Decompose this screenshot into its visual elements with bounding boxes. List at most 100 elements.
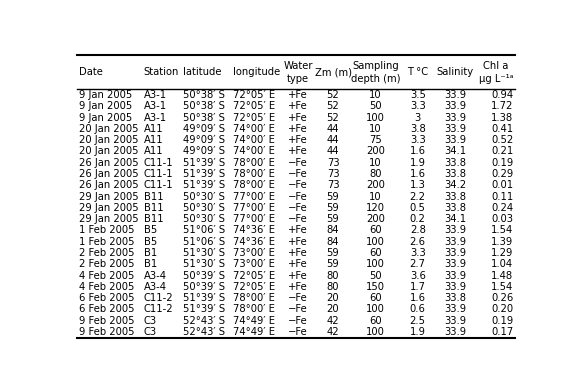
Text: 51°30′ S: 51°30′ S (183, 259, 226, 269)
Text: 33.9: 33.9 (444, 124, 466, 134)
Text: 0.19: 0.19 (491, 316, 514, 326)
Text: 60: 60 (369, 225, 382, 235)
Text: 100: 100 (366, 113, 385, 123)
Text: B5: B5 (144, 225, 157, 235)
Text: 73: 73 (327, 169, 339, 179)
Text: B5: B5 (144, 237, 157, 247)
Text: 4 Feb 2005: 4 Feb 2005 (79, 271, 134, 281)
Text: 1.04: 1.04 (492, 259, 514, 269)
Text: 20 Jan 2005: 20 Jan 2005 (79, 146, 138, 156)
Text: 44: 44 (327, 124, 339, 134)
Text: 20: 20 (327, 305, 339, 314)
Text: 73°00′ E: 73°00′ E (233, 259, 275, 269)
Text: 6 Feb 2005: 6 Feb 2005 (79, 293, 134, 303)
Text: 34.1: 34.1 (444, 146, 466, 156)
Text: 59: 59 (327, 191, 339, 201)
Text: 20 Jan 2005: 20 Jan 2005 (79, 124, 138, 134)
Text: 75: 75 (369, 135, 382, 145)
Text: 1 Feb 2005: 1 Feb 2005 (79, 225, 134, 235)
Text: 9 Jan 2005: 9 Jan 2005 (79, 102, 132, 111)
Text: +Fe: +Fe (288, 113, 308, 123)
Text: 77°00′ E: 77°00′ E (233, 214, 275, 224)
Text: 33.8: 33.8 (444, 293, 466, 303)
Text: A3-1: A3-1 (144, 102, 167, 111)
Text: 26 Jan 2005: 26 Jan 2005 (79, 158, 138, 168)
Text: 51°39′ S: 51°39′ S (183, 169, 226, 179)
Text: T °C: T °C (407, 67, 428, 77)
Text: 0.6: 0.6 (410, 305, 426, 314)
Text: +Fe: +Fe (288, 135, 308, 145)
Text: −Fe: −Fe (288, 191, 308, 201)
Text: 3.5: 3.5 (410, 90, 426, 100)
Text: 3.8: 3.8 (410, 124, 426, 134)
Text: latitude: latitude (183, 67, 222, 77)
Text: 1.7: 1.7 (410, 282, 426, 292)
Text: Zm (m): Zm (m) (314, 67, 351, 77)
Text: 33.8: 33.8 (444, 191, 466, 201)
Text: 52°43′ S: 52°43′ S (183, 316, 226, 326)
Text: −Fe: −Fe (288, 180, 308, 190)
Text: +Fe: +Fe (288, 237, 308, 247)
Text: 120: 120 (366, 203, 385, 213)
Text: 1.39: 1.39 (491, 237, 514, 247)
Text: 74°36′ E: 74°36′ E (233, 237, 275, 247)
Text: 78°00′ E: 78°00′ E (233, 293, 275, 303)
Text: −Fe: −Fe (288, 327, 308, 337)
Text: longitude: longitude (233, 67, 280, 77)
Text: 0.52: 0.52 (491, 135, 514, 145)
Text: 26 Jan 2005: 26 Jan 2005 (79, 180, 138, 190)
Text: 3.3: 3.3 (410, 135, 426, 145)
Text: 72°05′ E: 72°05′ E (233, 282, 275, 292)
Text: 72°05′ E: 72°05′ E (233, 90, 275, 100)
Text: 33.9: 33.9 (444, 225, 466, 235)
Text: 51°30′ S: 51°30′ S (183, 248, 226, 258)
Text: 34.1: 34.1 (444, 214, 466, 224)
Text: 1.29: 1.29 (491, 248, 514, 258)
Text: 9 Jan 2005: 9 Jan 2005 (79, 113, 132, 123)
Text: 200: 200 (366, 180, 385, 190)
Text: 51°06′ S: 51°06′ S (183, 237, 226, 247)
Text: 0.01: 0.01 (492, 180, 514, 190)
Text: 20: 20 (327, 293, 339, 303)
Text: 0.41: 0.41 (492, 124, 514, 134)
Text: 33.8: 33.8 (444, 158, 466, 168)
Text: −Fe: −Fe (288, 203, 308, 213)
Text: 42: 42 (327, 316, 339, 326)
Text: 80: 80 (327, 271, 339, 281)
Text: 10: 10 (369, 90, 382, 100)
Text: 50°30′ S: 50°30′ S (183, 214, 225, 224)
Text: +Fe: +Fe (288, 282, 308, 292)
Text: C11-2: C11-2 (144, 293, 173, 303)
Text: 52: 52 (327, 90, 339, 100)
Text: 59: 59 (327, 248, 339, 258)
Text: 42: 42 (327, 327, 339, 337)
Text: 9 Jan 2005: 9 Jan 2005 (79, 90, 132, 100)
Text: −Fe: −Fe (288, 214, 308, 224)
Text: C3: C3 (144, 327, 157, 337)
Text: 2 Feb 2005: 2 Feb 2005 (79, 248, 134, 258)
Text: 4 Feb 2005: 4 Feb 2005 (79, 282, 134, 292)
Text: 0.11: 0.11 (491, 191, 514, 201)
Text: A3-4: A3-4 (144, 282, 167, 292)
Text: 52: 52 (327, 102, 339, 111)
Text: 50: 50 (369, 271, 382, 281)
Text: 33.9: 33.9 (444, 305, 466, 314)
Text: 100: 100 (366, 305, 385, 314)
Text: 51°39′ S: 51°39′ S (183, 158, 226, 168)
Text: 51°39′ S: 51°39′ S (183, 180, 226, 190)
Text: 0.5: 0.5 (410, 203, 426, 213)
Text: 1.54: 1.54 (491, 225, 514, 235)
Text: B11: B11 (144, 203, 163, 213)
Text: +Fe: +Fe (288, 271, 308, 281)
Text: 50°39′ S: 50°39′ S (183, 282, 226, 292)
Text: 50°39′ S: 50°39′ S (183, 271, 226, 281)
Text: 33.9: 33.9 (444, 135, 466, 145)
Text: 33.9: 33.9 (444, 237, 466, 247)
Text: A3-4: A3-4 (144, 271, 167, 281)
Text: 74°36′ E: 74°36′ E (233, 225, 275, 235)
Text: 51°06′ S: 51°06′ S (183, 225, 226, 235)
Text: 73: 73 (327, 158, 339, 168)
Text: 77°00′ E: 77°00′ E (233, 191, 275, 201)
Text: Salinity: Salinity (437, 67, 474, 77)
Text: 200: 200 (366, 214, 385, 224)
